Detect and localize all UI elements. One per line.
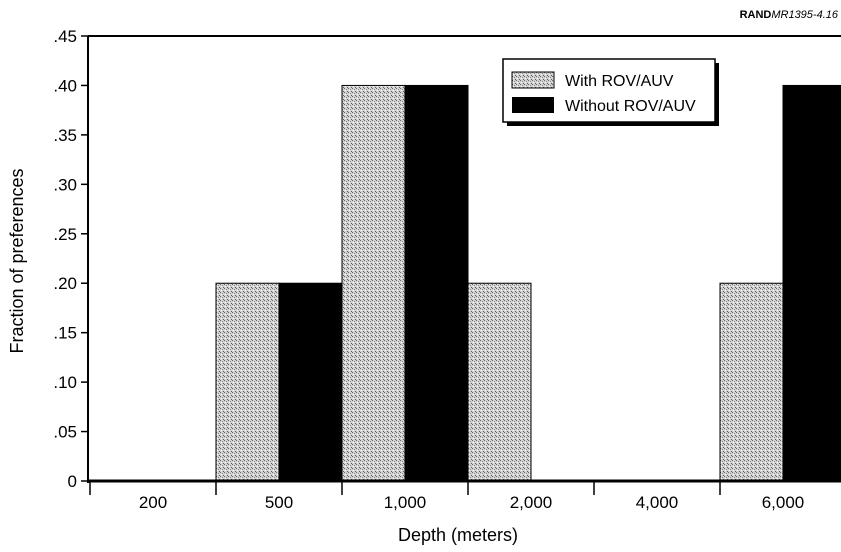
x-axis-title: Depth (meters) (398, 525, 518, 545)
bar-without-500 (278, 282, 343, 482)
bar-without-1000 (404, 84, 469, 482)
bar-with-1000 (341, 84, 406, 482)
y-tick-label: .20 (53, 274, 77, 293)
y-tick-label: .25 (53, 225, 77, 244)
y-tick-label: 0 (68, 472, 77, 491)
axes (87, 35, 841, 483)
x-axis-ticks: 200 500 1,000 2,000 4,000 6,000 (89, 481, 805, 512)
bar-without-6000 (782, 84, 841, 482)
bar-with-500 (215, 282, 280, 482)
y-axis-ticks: 0 .05 .10 .15 .20 .25 .30 .35 .40 .45 (53, 27, 88, 491)
bar-with-2000 (467, 282, 532, 482)
legend-swatch-without (512, 97, 554, 113)
source-note-prefix: RAND (740, 9, 772, 21)
x-tick-label: 2,000 (510, 493, 553, 512)
bars (215, 84, 841, 482)
y-tick-label: .05 (53, 423, 77, 442)
x-tick-label: 500 (265, 493, 293, 512)
x-tick-label: 6,000 (762, 493, 805, 512)
source-note-id: MR1395-4.16 (771, 9, 839, 21)
legend-swatch-with (511, 71, 555, 89)
y-tick-label: .40 (53, 76, 77, 95)
source-note: RANDMR1395-4.16 (740, 9, 839, 21)
bar-with-6000 (719, 282, 784, 482)
y-tick-label: .45 (53, 27, 77, 46)
x-tick-label: 4,000 (636, 493, 679, 512)
y-tick-label: .30 (53, 175, 77, 194)
y-tick-label: .15 (53, 324, 77, 343)
y-tick-label: .10 (53, 373, 77, 392)
x-tick-label: 1,000 (384, 493, 427, 512)
x-tick-label: 200 (139, 493, 167, 512)
legend: With ROV/AUV Without ROV/AUV (502, 58, 719, 126)
y-tick-label: .35 (53, 126, 77, 145)
y-axis-title: Fraction of preferences (7, 168, 27, 353)
legend-label-with: With ROV/AUV (565, 73, 674, 90)
legend-label-without: Without ROV/AUV (565, 98, 696, 115)
